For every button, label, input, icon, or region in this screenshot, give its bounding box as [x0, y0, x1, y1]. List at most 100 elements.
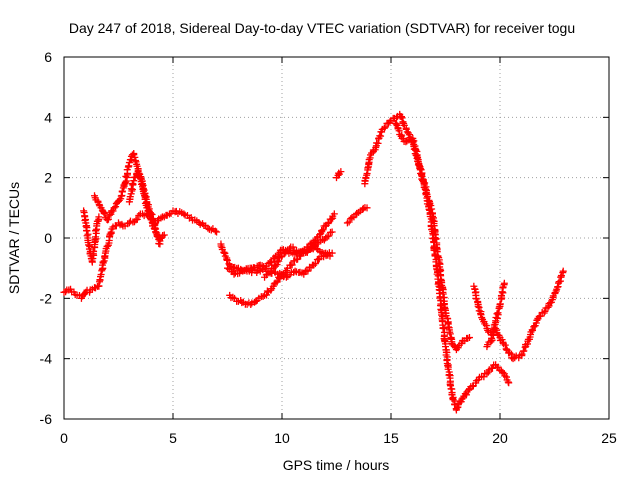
data-point: [313, 240, 321, 248]
data-point-interp: [419, 175, 427, 183]
data-point-interp: [347, 215, 355, 223]
data-point-interp: [112, 203, 120, 211]
data-point: [363, 204, 371, 212]
chart-title: Day 247 of 2018, Sidereal Day-to-day VTE…: [69, 20, 575, 36]
series-track-7: [226, 210, 338, 308]
data-point-interp: [501, 341, 509, 349]
data-point-interp: [397, 113, 405, 121]
axis-ticks: [63, 56, 610, 420]
data-point-interp: [243, 266, 251, 274]
data-point-interp: [121, 178, 129, 186]
data-point-interp: [92, 226, 100, 234]
data-point-interp: [497, 292, 505, 300]
x-tick-label: 5: [169, 430, 177, 446]
data-point-interp: [536, 312, 544, 320]
series-track-8: [261, 228, 336, 281]
data-point: [180, 210, 188, 218]
data-point-interp: [263, 287, 271, 295]
data-point-interp: [90, 248, 98, 256]
y-tick-label: -2: [40, 290, 53, 306]
data-point-interp: [211, 227, 219, 235]
data-point-interp: [392, 120, 400, 128]
data-point-interp: [325, 232, 333, 240]
x-tick-label: 20: [492, 430, 508, 446]
data-point-interp: [493, 310, 501, 318]
data-point-interp: [311, 260, 319, 268]
data-point: [500, 279, 508, 287]
data-point: [291, 267, 299, 275]
data-point-interp: [431, 252, 439, 260]
data-point-interp: [304, 267, 312, 275]
data-point-interp: [247, 300, 255, 308]
data-point-interp: [381, 123, 389, 131]
data-point: [559, 267, 567, 275]
y-tick-label: 4: [44, 109, 52, 125]
series-track-10: [343, 204, 371, 227]
data-point-interp: [433, 270, 441, 278]
data-point-interp: [267, 286, 275, 294]
data-point-interp: [380, 124, 388, 132]
x-tick-labels: 0 5 10 15 20 25: [60, 430, 617, 446]
series-track-11: [361, 110, 473, 354]
data-point-interp: [446, 330, 454, 338]
x-tick-label: 0: [60, 430, 68, 446]
x-tick-label: 15: [383, 430, 399, 446]
data-point-interp: [104, 215, 112, 223]
data-point-interp: [223, 256, 231, 264]
x-tick-label: 10: [274, 430, 290, 446]
data-point-interp: [109, 207, 117, 215]
data-point-interp: [520, 347, 528, 355]
series-track-12: [391, 119, 513, 414]
data-point-interp: [364, 164, 372, 172]
data-point-interp: [345, 218, 353, 226]
y-axis-label: SDTVAR / TECUs: [6, 182, 22, 294]
data-point-interp: [288, 261, 296, 269]
data-point-interp: [122, 172, 130, 180]
series-track-14: [483, 279, 508, 351]
data-point-interp: [449, 396, 457, 404]
data-point-interp: [115, 196, 123, 204]
data-point-interp: [529, 326, 537, 334]
data-point-interp: [207, 226, 215, 234]
data-point-interp: [541, 307, 549, 315]
data-point-interp: [220, 249, 228, 257]
data-point: [160, 231, 168, 239]
series-track-1: [60, 207, 221, 302]
series-track-6: [224, 251, 334, 281]
data-point-interp: [92, 233, 100, 241]
data-point: [326, 252, 334, 260]
data-point-interp: [413, 152, 421, 160]
data-marks: [60, 110, 567, 414]
data-point-interp: [136, 174, 144, 182]
data-point-interp: [276, 274, 284, 282]
data-point-interp: [540, 309, 548, 317]
data-point-interp: [259, 292, 267, 300]
y-tick-labels: -6 -4 -2 0 2 4 6: [40, 49, 53, 427]
grid-lines: [64, 57, 609, 419]
data-point-interp: [319, 226, 327, 234]
data-point: [95, 213, 103, 221]
data-point-interp: [272, 262, 280, 270]
data-point-interp: [386, 118, 394, 126]
data-point-interp: [146, 212, 154, 220]
y-tick-label: -4: [40, 351, 53, 367]
y-tick-label: 0: [44, 230, 52, 246]
data-point-interp: [494, 363, 502, 371]
series-track-2: [80, 207, 103, 266]
data-point-interp: [496, 300, 504, 308]
data-point-interp: [273, 258, 281, 266]
data-point-interp: [419, 176, 427, 184]
data-point-interp: [315, 256, 323, 264]
data-point-interp: [303, 247, 311, 255]
data-point-interp: [488, 364, 496, 372]
data-point: [330, 210, 338, 218]
data-point-interp: [454, 403, 462, 411]
data-point: [465, 334, 473, 342]
data-point-interp: [422, 191, 430, 199]
data-point-interp: [223, 256, 231, 264]
series-track-13: [470, 267, 567, 363]
data-point: [337, 168, 345, 176]
data-point-interp: [100, 210, 108, 218]
y-tick-label: 2: [44, 170, 52, 186]
